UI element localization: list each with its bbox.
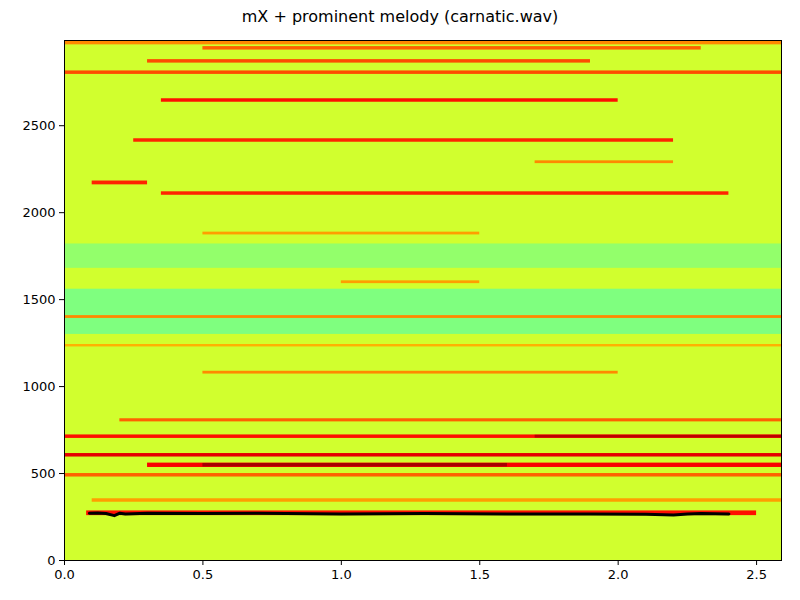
html-text:mX + prominent melody (carnati: mX + prominent melody (carnatic.wav) (241, 7, 559, 26)
svg-text:1500: 1500 (22, 292, 55, 307)
svg-text:2000: 2000 (22, 205, 55, 220)
svg-text:500: 500 (31, 466, 56, 481)
svg-text:0: 0 (47, 553, 55, 568)
svg-text:1.0: 1.0 (331, 567, 352, 582)
svg-text:2500: 2500 (22, 118, 55, 133)
svg-text:0.5: 0.5 (193, 567, 214, 582)
svg-text:1000: 1000 (22, 379, 55, 394)
svg-text:0.0: 0.0 (54, 567, 75, 582)
svg-text:1.5: 1.5 (469, 567, 490, 582)
svg-text:2.5: 2.5 (746, 567, 767, 582)
svg-text:2.0: 2.0 (608, 567, 629, 582)
